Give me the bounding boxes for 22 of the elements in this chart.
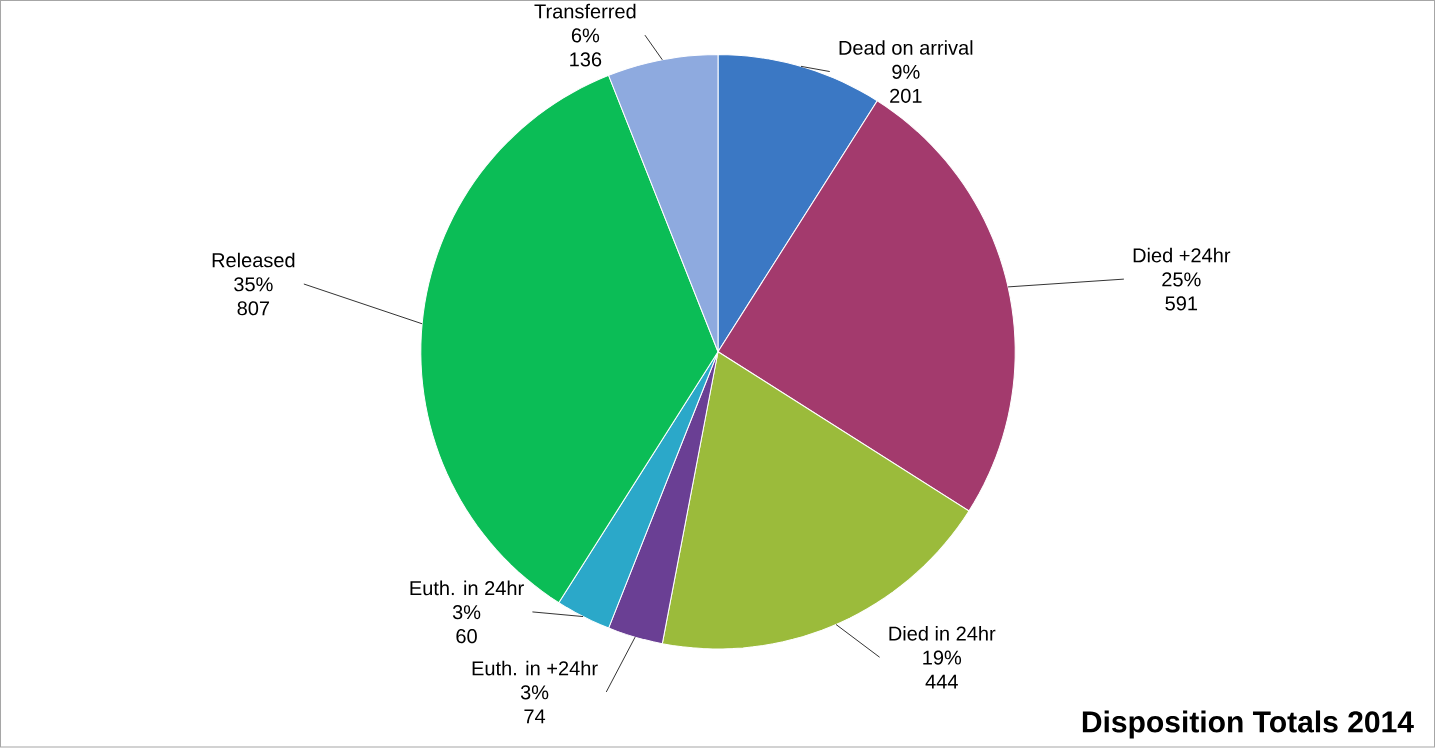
data-label: 3% <box>520 685 549 700</box>
slice-label: Died in 24hr <box>889 626 996 641</box>
data-label: 19% <box>923 650 962 665</box>
text: 74 <box>524 709 546 724</box>
text: 136 <box>570 52 602 67</box>
text: 201 <box>890 88 922 104</box>
data-label: 6% <box>571 28 600 43</box>
text: 807 <box>237 301 270 316</box>
data-label: 25% <box>1162 272 1201 287</box>
data-label: 35% <box>234 277 273 292</box>
data-label: 9% <box>892 64 920 80</box>
slice-label: Released <box>212 252 295 268</box>
text: 444 <box>925 674 958 689</box>
text: Disposition Totals 2014 <box>1082 710 1414 739</box>
data-label: 3% <box>452 605 481 620</box>
text: 591 <box>1165 296 1198 311</box>
slice-label: Euth. in 24hr <box>410 580 524 596</box>
slice-label: Euth. in +24hr <box>472 660 598 676</box>
text: 60 <box>456 629 477 644</box>
slice-label: Died +24hr <box>1133 248 1231 263</box>
slice-label: Dead on arrival <box>839 40 973 56</box>
slice-label: Transferred <box>534 4 636 19</box>
